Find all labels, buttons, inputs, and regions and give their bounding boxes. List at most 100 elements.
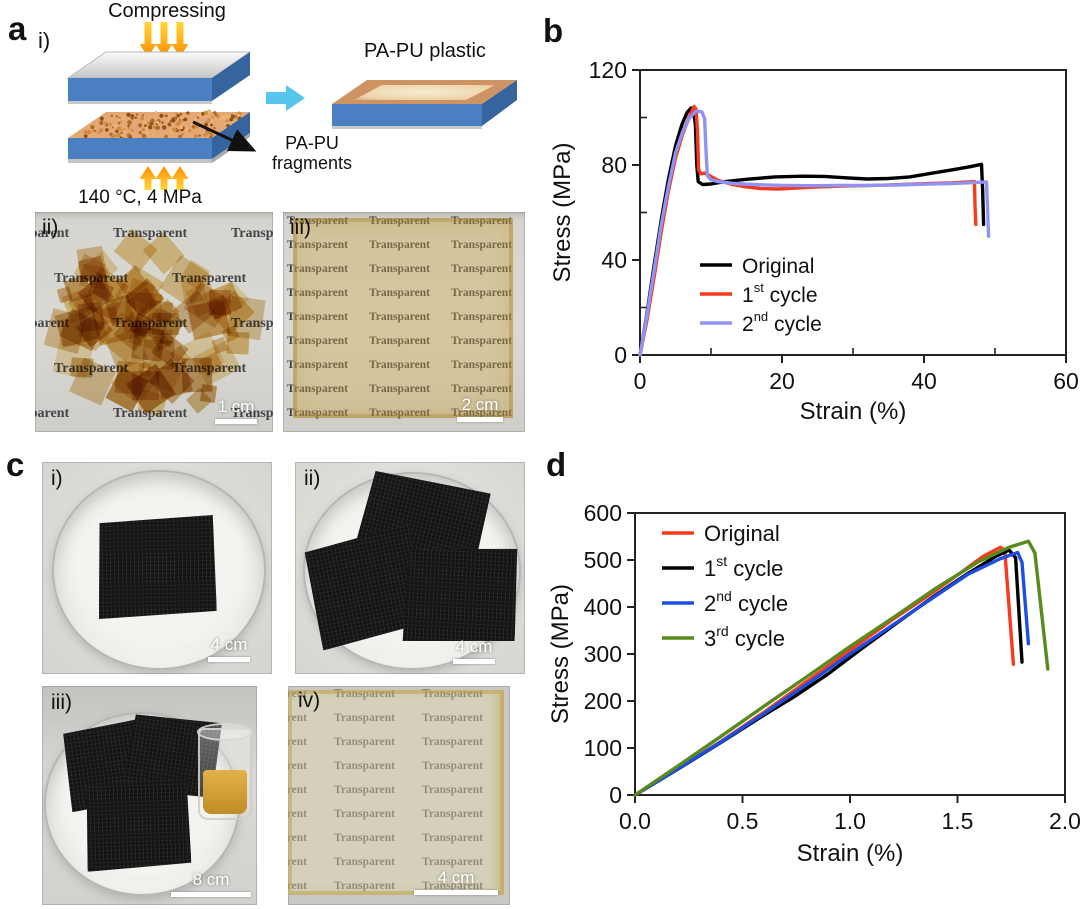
press-arrows-up: [139, 166, 189, 190]
watermark-word: Transparent: [369, 359, 430, 371]
y-tick-label: 400: [584, 594, 622, 620]
fragments-label: PA-PU fragments: [271, 133, 353, 173]
scale-bar: 4 cm: [414, 868, 498, 895]
panel-d-letter: d: [546, 446, 567, 483]
photo-cii-sublabel: ii): [304, 467, 321, 490]
bottom-platen: [68, 109, 250, 163]
y-tick-label: 0: [609, 782, 622, 808]
legend-label: 1st cycle: [742, 280, 818, 307]
product-label: PA-PU plastic: [364, 40, 486, 62]
scale-bar-line: [414, 890, 498, 895]
watermark-word: Transparent: [287, 383, 348, 395]
legend-label: Original: [704, 521, 780, 546]
x-tick-label: 1.5: [942, 808, 974, 834]
photo-ciii-sublabel: iii): [51, 691, 72, 714]
legend-label: 1st cycle: [704, 553, 783, 581]
watermark-word: Transparent: [287, 359, 348, 371]
scale-bar-line: [453, 659, 495, 664]
scale-bar-line: [215, 419, 257, 424]
scale-bar-label: 8 cm: [192, 870, 230, 889]
photo-aiii-sublabel: iii): [290, 216, 311, 239]
amber-liquid: [203, 770, 247, 814]
watermark-word: Transparent: [369, 215, 430, 227]
scale-bar: 2 cm: [457, 395, 503, 422]
x-tick-label: 0.5: [727, 808, 759, 834]
pa-pu-plastic-product: [332, 80, 517, 129]
watermark-word: Transparent: [451, 215, 512, 227]
watermark-word: Transparent: [451, 263, 512, 275]
carbon-fiber-piece: [403, 543, 520, 647]
watermark-word: Transparent: [287, 263, 348, 275]
watermark-word: Transparent: [287, 311, 348, 323]
beaker-rim: [197, 723, 253, 741]
legend-label: 3rd cycle: [704, 623, 785, 651]
y-tick-label: 500: [584, 547, 622, 573]
y-tick-label: 80: [601, 152, 627, 178]
scale-bar: 4 cm: [208, 635, 250, 662]
amber-sheet-overlay: [293, 218, 513, 418]
watermark-word: Transparent: [35, 406, 70, 421]
legend-label: 2nd cycle: [704, 588, 788, 616]
x-tick-label: 60: [1053, 368, 1079, 394]
scale-bar-label: 4 cm: [455, 637, 493, 656]
watermark-word: Transparent: [231, 226, 273, 241]
photo-composite-cut: ii) 4 cm: [295, 462, 525, 674]
watermark-word: Transparent: [287, 407, 348, 419]
watermark-word: Transparent: [369, 287, 430, 299]
top-platen: [66, 51, 252, 104]
watermark-word: Transparent: [231, 406, 273, 421]
scale-bar-label: 4 cm: [210, 635, 248, 654]
watermark-word: Transparent: [287, 335, 348, 347]
watermark-word: Transparent: [451, 335, 512, 347]
watermark-word: Transparent: [369, 407, 430, 419]
scale-bar-label: 1 cm: [217, 397, 255, 416]
scale-bar-label: 2 cm: [461, 395, 499, 414]
watermark-word: Transparent: [369, 335, 430, 347]
legend-label: 2nd cycle: [742, 309, 822, 336]
y-tick-label: 0: [614, 342, 627, 368]
pale-sheet-overlay: [288, 690, 504, 895]
photo-aii-sublabel: ii): [42, 216, 59, 239]
amber-fragment: [75, 245, 108, 283]
scale-bar: 8 cm: [171, 870, 251, 897]
scale-bar: 4 cm: [453, 637, 495, 664]
y-axis-label: Stress (MPa): [547, 584, 574, 724]
x-axis-label: Strain (%): [797, 840, 904, 867]
watermark-word: Transparent: [451, 287, 512, 299]
process-arrow-icon: [266, 85, 305, 111]
watermark-word: Transparent: [451, 383, 512, 395]
photo-civ-sublabel: iv): [298, 689, 321, 712]
panel-b-letter: b: [543, 12, 564, 49]
compression-schematic: [66, 22, 517, 190]
watermark-word: Transparent: [287, 215, 348, 227]
y-tick-label: 120: [589, 57, 627, 83]
y-tick-label: 100: [584, 735, 622, 761]
watermark-word: Transparent: [451, 407, 512, 419]
condition-label: 140 °C, 4 MPa: [78, 187, 202, 208]
x-tick-label: 0: [634, 368, 647, 394]
scale-bar-line: [171, 892, 251, 897]
scale-bar-line: [208, 657, 250, 662]
watermark-word: Transparent: [451, 359, 512, 371]
series-line: [633, 550, 1031, 797]
photo-recycling-solution: iii) 8 cm: [42, 686, 257, 905]
watermark-word: Transparent: [287, 239, 348, 251]
photo-ci-sublabel: i): [51, 467, 63, 490]
amber-fragment: [70, 357, 94, 378]
y-tick-label: 40: [601, 247, 627, 273]
y-tick-label: 300: [584, 641, 622, 667]
photo-recovered-sheet: TransparentTransparentTransparentTranspa…: [288, 686, 510, 905]
y-tick-label: 200: [584, 688, 622, 714]
carbon-fiber-sheet: [97, 515, 217, 619]
legend-label: Original: [742, 255, 814, 278]
photo-compressed-sheet: Transparent Transparent Transparent Transpa…: [283, 212, 525, 432]
series-line: [638, 109, 991, 357]
stress-strain-chart-composite: 0.0 0.5 1.0 1.5 2.0 0 100 200 300 400 500 600 Origin…: [547, 500, 1080, 867]
watermark-word: Transparent: [451, 239, 512, 251]
watermark-word: Transparent: [451, 311, 512, 323]
x-axis-label: Strain (%): [800, 398, 907, 425]
panel-c-letter: c: [6, 446, 25, 483]
beaker-with-solution: [197, 723, 253, 820]
amber-fragment: [62, 318, 92, 347]
